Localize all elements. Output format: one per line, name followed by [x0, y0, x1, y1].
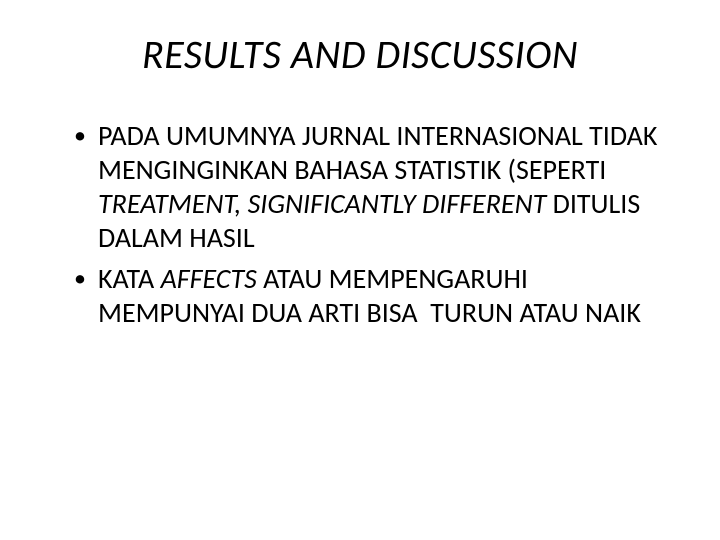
slide-title: RESULTS AND DISCUSSION [60, 30, 660, 79]
slide: RESULTS AND DISCUSSION PADA UMUMNYA JURN… [0, 0, 720, 540]
bullet-text-segment: AFFECTS [161, 261, 264, 296]
bullet-text-segment: TREATMENT, SIGNIFICANTLY DIFFERENT [98, 186, 553, 221]
bullet-item: KATA AFFECTS ATAU MEMPENGARUHI MEMPUNYAI… [70, 262, 660, 330]
bullet-text-segment: PADA UMUMNYA JURNAL INTERNASIONAL TIDAK … [98, 118, 664, 187]
bullet-item: PADA UMUMNYA JURNAL INTERNASIONAL TIDAK … [70, 119, 660, 256]
bullet-list: PADA UMUMNYA JURNAL INTERNASIONAL TIDAK … [70, 119, 660, 330]
bullet-text-segment: KATA [98, 261, 161, 296]
